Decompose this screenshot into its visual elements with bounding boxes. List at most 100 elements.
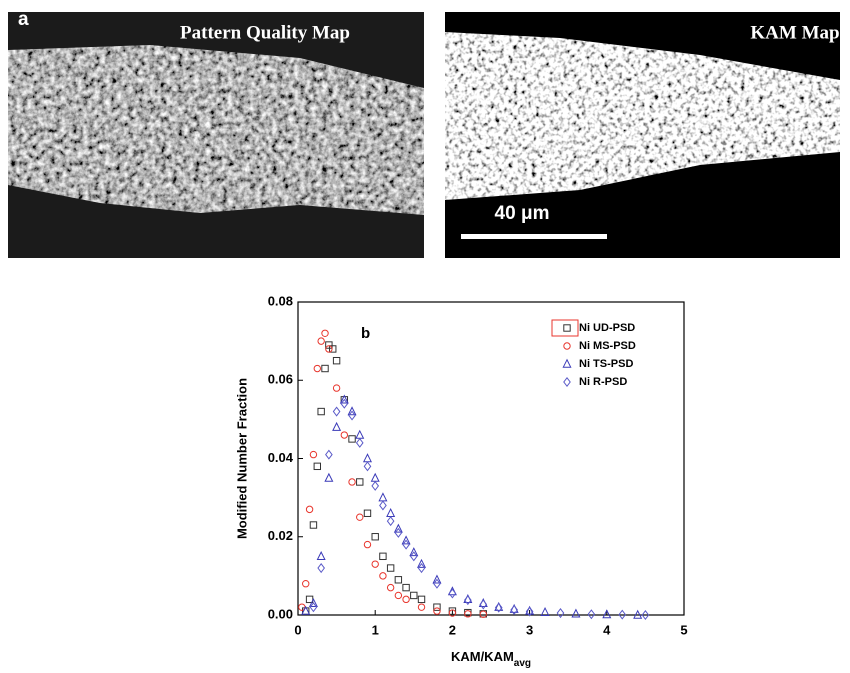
marker [433, 578, 441, 589]
image-title: KAM Map [750, 22, 839, 43]
x-tick-label: 2 [449, 622, 456, 637]
marker [325, 449, 333, 460]
marker [386, 507, 396, 517]
x-tick-label: 1 [372, 622, 379, 637]
x-axis-label-sub: avg [514, 658, 531, 669]
panel-label: b [361, 325, 370, 342]
marker [317, 337, 325, 345]
legend-label: Ni R-PSD [579, 376, 627, 388]
marker [563, 324, 571, 332]
marker [417, 558, 427, 568]
marker [308, 597, 318, 607]
marker [479, 599, 488, 610]
marker [379, 572, 387, 580]
marker [305, 505, 314, 514]
marker [402, 583, 410, 592]
marker [347, 406, 357, 416]
marker [356, 478, 364, 486]
marker [378, 492, 388, 502]
marker [325, 345, 333, 353]
marker [448, 588, 457, 599]
marker [362, 453, 372, 463]
legend-label: Ni MS-PSD [579, 340, 636, 352]
marker [633, 609, 643, 619]
marker [571, 608, 581, 618]
x-tick-label: 0 [294, 622, 301, 637]
marker [393, 523, 403, 533]
y-tick-label: 0.04 [268, 450, 294, 465]
marker [340, 398, 349, 409]
marker [433, 603, 441, 611]
marker [417, 563, 426, 574]
marker [394, 576, 403, 584]
marker [370, 472, 380, 482]
marker [562, 358, 572, 368]
marker [432, 574, 442, 584]
marker [355, 429, 365, 439]
image-title: Pattern Quality Map [180, 22, 350, 43]
marker [540, 606, 550, 616]
marker [321, 329, 329, 337]
x-axis-label: KAM/KAMavg [451, 649, 531, 668]
marker [339, 394, 349, 404]
y-tick-label: 0.08 [268, 293, 293, 308]
marker [313, 364, 321, 373]
marker [301, 605, 311, 615]
marker [371, 533, 379, 541]
marker [356, 513, 364, 521]
marker [410, 591, 418, 600]
marker [494, 601, 504, 611]
y-tick-label: 0.00 [268, 606, 293, 621]
marker [363, 461, 372, 472]
marker [324, 472, 334, 482]
marker [525, 606, 534, 617]
legend-highlight [551, 319, 579, 337]
marker [448, 607, 457, 615]
legend-label: Ni TS-PSD [579, 358, 633, 370]
marker [402, 539, 410, 550]
marker [355, 437, 364, 448]
legend-label: Ni UD-PSD [579, 322, 635, 334]
marker [379, 500, 387, 511]
marker [325, 341, 333, 349]
marker [525, 605, 535, 615]
marker [348, 410, 356, 421]
marker [386, 583, 395, 592]
marker [618, 609, 627, 620]
x-tick-label: 3 [526, 622, 533, 637]
marker [309, 450, 318, 459]
y-tick-label: 0.02 [268, 528, 293, 543]
panel-label: a [18, 9, 29, 30]
marker [394, 591, 403, 600]
marker [332, 356, 341, 365]
chart: 0.00 0.02 0.04 0.06 0.08 0 1 2 3 4 5 Modified Numbe… [234, 293, 687, 668]
marker [340, 431, 349, 439]
marker [510, 604, 518, 615]
marker [317, 563, 325, 574]
scale-bar-label: 40 μm [495, 203, 550, 224]
marker [379, 552, 387, 561]
marker [417, 603, 426, 611]
marker [563, 376, 571, 388]
marker [332, 384, 341, 392]
marker [386, 564, 395, 572]
marker [363, 509, 372, 517]
marker [309, 521, 318, 529]
marker [563, 342, 571, 350]
marker [401, 535, 411, 545]
marker [479, 610, 487, 618]
marker [464, 610, 472, 618]
marker [433, 607, 441, 615]
marker [386, 516, 395, 527]
marker [316, 550, 326, 561]
marker [394, 527, 403, 538]
x-axis-label-main: KAM/KAM [451, 649, 514, 664]
marker [371, 560, 379, 568]
marker [464, 595, 472, 606]
marker [363, 540, 372, 549]
marker [417, 595, 426, 604]
marker [409, 547, 419, 557]
marker [348, 478, 356, 486]
marker [587, 609, 596, 620]
